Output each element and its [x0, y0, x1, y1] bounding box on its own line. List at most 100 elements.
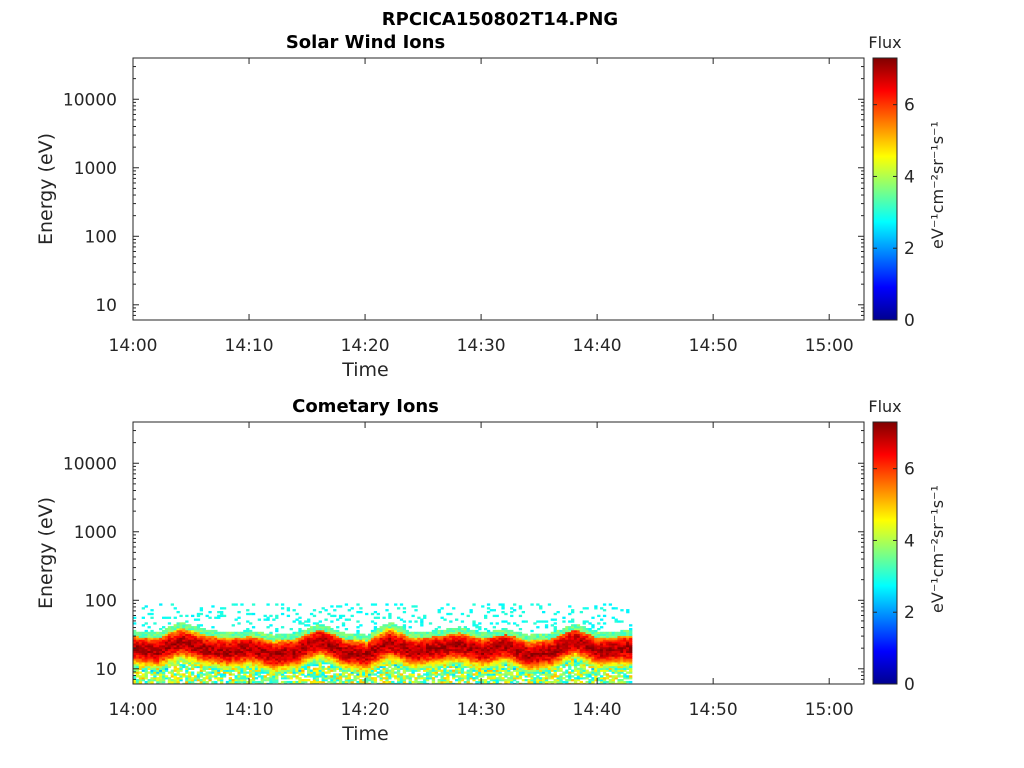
- spectrogram-cell: [211, 641, 215, 644]
- spectrogram-cell: [550, 639, 555, 642]
- x-tick-label: 14:20: [341, 336, 390, 356]
- spectrogram-cell: [602, 643, 607, 646]
- spectrogram-cell: [608, 603, 613, 606]
- spectrogram-cell: [547, 667, 552, 670]
- spectrogram-cell: [544, 654, 549, 657]
- spectrogram-cell: [443, 652, 447, 655]
- spectrogram-cell: [333, 643, 337, 646]
- spectrogram-cell: [353, 679, 357, 682]
- spectrogram-cell: [452, 652, 456, 655]
- spectrogram-cell: [414, 609, 418, 612]
- spectrogram-cell: [501, 620, 505, 623]
- spectrogram-cell: [417, 646, 421, 650]
- x-tick-label: 15:00: [805, 336, 854, 356]
- spectrogram-cell: [367, 656, 372, 659]
- spectrogram-cell: [359, 662, 363, 665]
- spectrogram-cell: [484, 614, 488, 618]
- spectrogram-cell: [553, 665, 557, 669]
- spectrogram-cell: [344, 675, 349, 678]
- spectrogram-cell: [269, 660, 273, 663]
- spectrogram-cell: [472, 646, 476, 650]
- spectrogram-cell: [156, 643, 160, 646]
- spectrogram-cell: [315, 660, 320, 663]
- spectrogram-cell: [365, 656, 369, 659]
- spectrogram-cell: [251, 663, 256, 667]
- spectrogram-cell: [489, 671, 494, 674]
- spectrogram-cell: [582, 641, 586, 644]
- spectrogram-cell: [283, 639, 288, 642]
- spectrogram-cell: [278, 665, 282, 669]
- spectrogram-cell: [478, 654, 482, 657]
- spectrogram-cell: [405, 646, 409, 650]
- spectrogram-cell: [133, 656, 137, 659]
- spectrogram-cell: [243, 635, 247, 638]
- spectrogram-cell: [394, 652, 398, 655]
- spectrogram-cell: [275, 637, 279, 640]
- spectrogram-cell: [182, 665, 186, 669]
- spectrogram-cell: [550, 654, 555, 657]
- spectrogram-cell: [280, 660, 285, 663]
- spectrogram-cell: [179, 626, 183, 629]
- spectrogram-cell: [556, 631, 560, 635]
- spectrogram-cell: [286, 669, 291, 672]
- spectrogram-cell: [205, 614, 209, 618]
- spectrogram-cell: [388, 650, 392, 653]
- spectrogram-cell: [484, 637, 488, 640]
- spectrogram-cell: [466, 639, 470, 642]
- spectrogram-cell: [211, 680, 215, 684]
- spectrogram-cell: [246, 685, 249, 687]
- spectrogram-cell: [144, 629, 148, 633]
- spectrogram-cell: [249, 667, 253, 670]
- spectrogram-cell: [539, 667, 543, 670]
- spectrogram-cell: [362, 652, 366, 655]
- spectrogram-cell: [379, 635, 383, 638]
- spectrogram-cell: [214, 677, 218, 680]
- spectrogram-cell: [579, 658, 584, 661]
- spectrogram-cell: [571, 646, 575, 650]
- spectrogram-cell: [188, 629, 192, 633]
- spectrogram-cell: [365, 663, 369, 667]
- spectrogram-cell: [341, 614, 346, 618]
- spectrogram-cell: [382, 641, 386, 644]
- spectrogram-cell: [600, 631, 604, 635]
- spectrogram-cell: [341, 675, 346, 678]
- spectrogram-cell: [228, 654, 233, 657]
- spectrogram-cell: [504, 680, 508, 684]
- spectrogram-cell: [399, 652, 404, 655]
- spectrogram-cell: [264, 685, 267, 687]
- spectrogram-cell: [298, 663, 302, 667]
- spectrogram-cell: [156, 648, 160, 652]
- spectrogram-cell: [199, 675, 204, 678]
- spectrogram-cell: [547, 650, 552, 653]
- spectrogram-cell: [556, 635, 560, 638]
- spectrogram-cell: [257, 646, 262, 650]
- spectrogram-cell: [234, 680, 238, 684]
- spectrogram-cell: [486, 662, 491, 665]
- spectrogram-cell: [608, 641, 613, 644]
- spectrogram-cell: [434, 643, 438, 646]
- spectrogram-cell: [475, 643, 479, 646]
- spectrogram-cell: [251, 660, 256, 663]
- spectrogram-cell: [138, 643, 143, 646]
- spectrogram-cell: [428, 633, 433, 636]
- spectrogram-cell: [272, 677, 276, 680]
- spectrogram-cell: [133, 669, 137, 672]
- spectrogram-cell: [199, 663, 204, 667]
- spectrogram-cell: [376, 643, 380, 646]
- spectrogram-cell: [217, 648, 221, 652]
- spectrogram-cell: [380, 685, 383, 687]
- spectrogram-cell: [513, 667, 517, 670]
- spectrogram-cell: [446, 639, 450, 642]
- spectrogram-cell: [222, 662, 227, 665]
- spectrogram-cell: [150, 631, 154, 635]
- spectrogram-cell: [153, 671, 157, 674]
- spectrogram-cell: [414, 605, 418, 608]
- spectrogram-cell: [486, 639, 491, 642]
- spectrogram-cell: [478, 635, 482, 638]
- spectrogram-cell: [544, 662, 549, 665]
- spectrogram-cell: [399, 654, 404, 657]
- spectrogram-cell: [280, 612, 285, 616]
- spectrogram-cell: [573, 658, 578, 661]
- spectrogram-cell: [240, 654, 244, 657]
- spectrogram-cell: [208, 658, 212, 661]
